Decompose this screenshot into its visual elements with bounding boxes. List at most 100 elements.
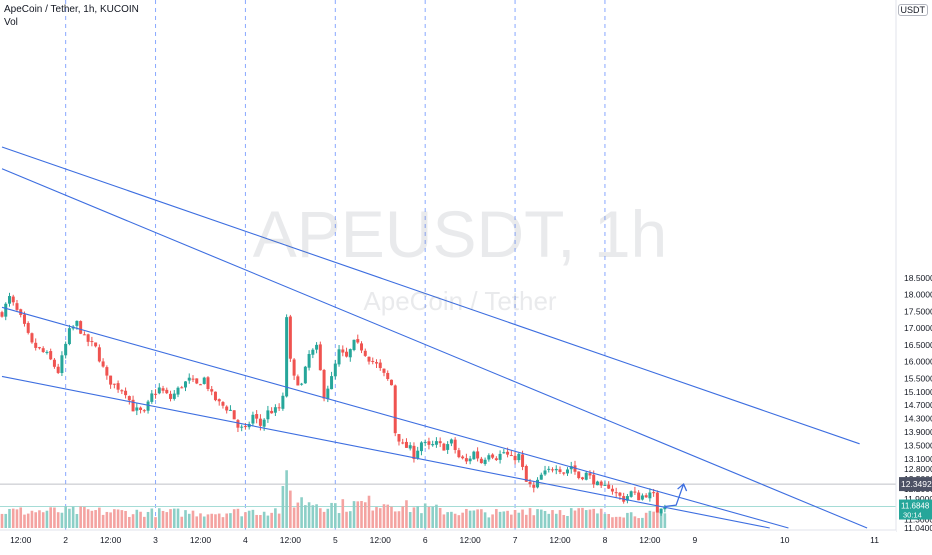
volume-bar [236,508,240,528]
candle [464,453,468,465]
y-tick-label: 17.5000 [904,306,932,316]
volume-bar [64,506,67,528]
x-tick-label: 12:00 [459,535,481,545]
candle [640,493,644,501]
candle-body [277,407,281,409]
candle [644,493,648,498]
candle [0,310,4,318]
candle-body [547,468,551,470]
candle [288,314,292,362]
candle-body [363,350,367,356]
candle [300,382,304,386]
candle-body [629,491,633,497]
volume-bar [71,506,75,528]
candle [86,333,90,347]
candle [240,424,244,432]
volume-bar [307,502,311,528]
candle-body [378,362,382,369]
candle [236,419,240,433]
candle [135,402,139,416]
candle-body [255,414,259,419]
candle [112,383,116,389]
volume-bar [128,516,131,528]
candle [94,342,98,348]
x-tick-label: 12:00 [639,535,661,545]
volume-bar [19,507,23,528]
candle [82,331,86,336]
volume-bar [26,513,30,528]
candle [333,359,337,380]
currency-badge[interactable]: USDT [897,4,928,16]
candle [184,381,188,392]
volume-bar [656,512,659,528]
volume-bar [319,508,322,528]
candle [157,383,161,395]
candle [371,357,375,365]
trendline-channel-upper [1,306,789,529]
candle [150,390,154,404]
candle-body [603,484,607,486]
volume-bar [206,514,210,528]
candle [146,399,150,414]
candle-body [228,409,232,411]
volume-bar [176,508,180,528]
volume-bar [393,511,397,528]
y-tick-label: 13.5000 [904,440,932,450]
candle-body [303,366,307,384]
candle-body [34,342,38,348]
candle-body [195,378,199,384]
candle-body [176,387,180,395]
volume-bar [247,510,251,528]
volume-bar [408,512,412,528]
volume-bar [109,512,112,528]
volume-bar [483,512,487,528]
volume-bar [214,514,217,528]
volume-bar [641,517,644,528]
candle [273,404,277,417]
candle [195,378,199,385]
candle-body [607,484,611,489]
candle-body [610,488,614,492]
candle-body [37,347,41,349]
candle [491,453,495,460]
candle [483,457,487,466]
candle [655,490,659,513]
volume-bar [157,508,161,528]
volume-bar [341,499,345,528]
x-tick-label: 8 [603,535,608,545]
candle-body [217,399,221,402]
candle [322,368,326,402]
volume-bar [315,504,318,528]
candle-body [288,316,292,359]
candle [176,386,180,398]
candle [423,439,427,447]
candle-body [352,339,356,351]
volume-bar [41,512,45,528]
volume-bar [382,504,386,528]
volume-bar [363,502,367,528]
candle-body [191,378,195,380]
volume-bar [581,507,584,528]
volume-bar [4,513,8,528]
candle [352,339,356,352]
volume-bar [274,508,277,528]
candle [270,407,274,414]
candle [513,451,517,465]
candle [539,472,543,480]
candle [60,351,64,377]
candle [610,485,614,495]
candle [79,320,83,335]
volume-bar [431,506,434,528]
candle-body [584,472,588,480]
candle-body [296,376,300,386]
candle [292,358,296,380]
candle [187,373,191,384]
volume-bar [498,511,502,528]
candle-body [15,303,19,310]
candle-body [483,459,487,464]
candle [389,379,393,386]
candle [37,346,41,350]
candle [161,385,165,394]
